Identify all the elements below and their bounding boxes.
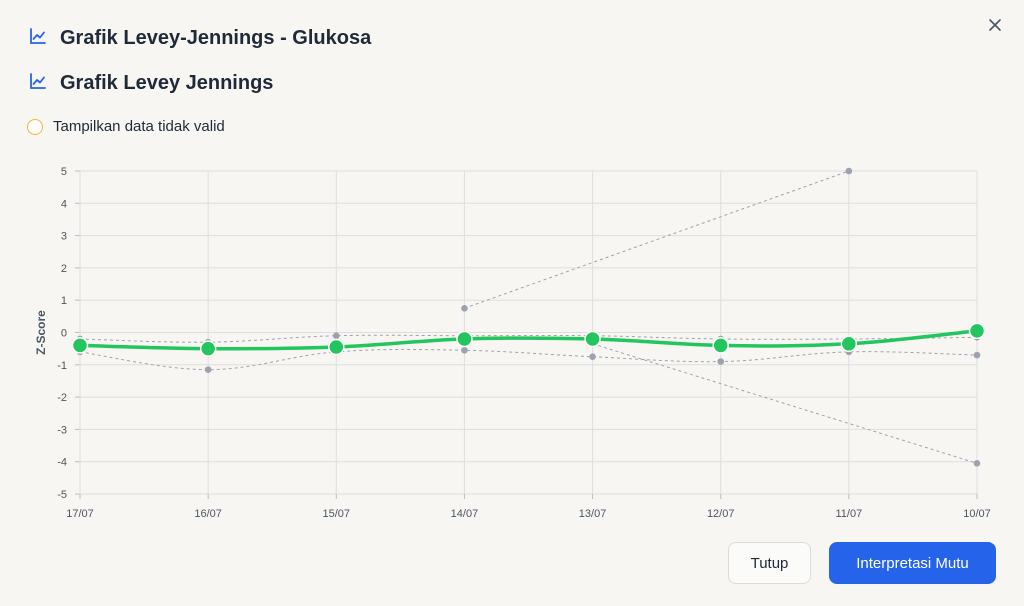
y-tick-label: -5 [57,489,67,501]
x-tick-label: 14/07 [451,508,479,520]
main-series-point [584,330,601,348]
series-point-2 [973,351,981,359]
main-series-point [199,340,217,357]
y-tick-label: 4 [61,198,67,210]
main-series-point [712,337,729,354]
dialog-title: Grafik Levey-Jennings - Glukosa [28,26,371,51]
series-point-1 [332,332,340,340]
toggle-label: Tampilkan data tidak valid [53,118,225,135]
x-tick-label: 17/07 [66,508,94,520]
y-tick-label: 5 [61,166,67,178]
x-tick-label: 15/07 [323,508,351,520]
y-tick-label: -2 [57,392,67,404]
main-series-point [71,337,89,354]
series-line-2 [79,348,978,371]
main-series-point [456,330,473,348]
close-button[interactable]: Tutup [728,542,811,584]
y-tick-label: -3 [57,424,67,436]
line-chart-icon [28,26,48,51]
main-series-point [328,338,345,356]
y-tick-label: 1 [61,295,67,307]
levey-jennings-chart: 5 4 3 2 1 0 -1 -2 -3 -4 -5 17/07 16/07 15/07 14/07 13/0… [34,166,991,520]
series-point-2 [717,358,725,365]
section-title-text: Grafik Levey Jennings [60,72,274,94]
main-series-point [840,335,858,353]
y-tick-label: 2 [61,263,67,275]
series-point-3 [845,167,853,175]
main-series-line [78,329,979,351]
x-tick-label: 13/07 [579,508,607,520]
series-point-4 [973,460,981,467]
y-tick-label: -4 [57,457,67,469]
y-tick-label: 3 [61,231,67,243]
series-point-2 [589,353,596,361]
series-point-2 [461,346,468,354]
series-line-4 [592,343,978,464]
interpretation-button[interactable]: Interpretasi Mutu [829,542,996,584]
series-line-3 [464,170,850,309]
x-tick-label: 10/07 [963,508,991,520]
show-invalid-toggle[interactable]: Tampilkan data tidak valid [27,118,225,135]
y-tick-label: 0 [61,328,67,340]
x-tick-label: 16/07 [194,508,222,520]
x-tick-label: 12/07 [707,508,735,520]
section-title: Grafik Levey Jennings [28,71,273,96]
y-axis-label: Z-Score [34,310,48,355]
main-series-point [968,322,986,340]
dialog-title-text: Grafik Levey-Jennings - Glukosa [60,27,372,49]
close-icon[interactable] [984,14,1006,36]
line-chart-icon [28,71,48,96]
series-point-2 [204,366,212,373]
x-tick-label: 11/07 [835,508,862,520]
toggle-radio[interactable] [27,118,43,135]
series-point-3 [461,304,468,312]
y-tick-label: -1 [57,360,67,372]
